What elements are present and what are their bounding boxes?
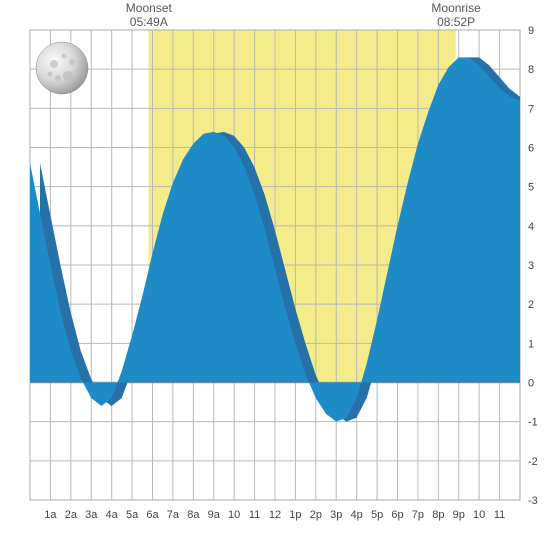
tide-chart: -3-2-101234567891a2a3a4a5a6a7a8a9a101112… xyxy=(0,0,550,550)
moon-crater xyxy=(50,60,58,68)
x-tick-label: 1p xyxy=(289,509,301,521)
x-tick-label: 8a xyxy=(187,509,200,521)
moon-crater xyxy=(69,59,75,65)
x-tick-label: 7a xyxy=(167,509,180,521)
y-tick-label: -2 xyxy=(528,456,538,468)
x-tick-label: 1a xyxy=(44,509,57,521)
x-tick-label: 9p xyxy=(453,509,465,521)
moonset-title: Moonset xyxy=(126,1,173,15)
x-tick-label: 3a xyxy=(85,509,98,521)
x-tick-label: 2p xyxy=(310,509,322,521)
x-tick-label: 8p xyxy=(432,509,444,521)
moon-crater xyxy=(55,75,61,81)
moonrise-title: Moonrise xyxy=(431,1,481,15)
y-tick-label: 8 xyxy=(528,64,534,76)
x-tick-label: 10 xyxy=(473,509,485,521)
y-tick-label: 7 xyxy=(528,103,534,115)
x-tick-label: 6p xyxy=(391,509,403,521)
x-tick-label: 4p xyxy=(351,509,363,521)
x-tick-label: 2a xyxy=(65,509,78,521)
y-tick-label: 6 xyxy=(528,143,534,155)
x-tick-label: 12 xyxy=(269,509,281,521)
x-tick-label: 3p xyxy=(330,509,342,521)
y-tick-label: -3 xyxy=(528,495,538,507)
moonrise-time: 08:52P xyxy=(437,15,475,29)
moonset-time: 05:49A xyxy=(130,15,168,29)
y-tick-label: 1 xyxy=(528,338,534,350)
x-tick-label: 5a xyxy=(126,509,139,521)
chart-svg: -3-2-101234567891a2a3a4a5a6a7a8a9a101112… xyxy=(0,0,550,550)
y-tick-label: 5 xyxy=(528,182,534,194)
x-tick-label: 4a xyxy=(106,509,119,521)
x-tick-label: 9a xyxy=(208,509,221,521)
x-tick-label: 11 xyxy=(494,509,505,521)
y-tick-label: -1 xyxy=(528,417,538,429)
y-tick-label: 2 xyxy=(528,299,534,311)
x-tick-label: 5p xyxy=(371,509,383,521)
y-tick-label: 4 xyxy=(528,221,534,233)
moon-crater xyxy=(63,71,73,81)
y-tick-label: 0 xyxy=(528,378,534,390)
moon-crater xyxy=(62,54,67,59)
x-tick-label: 7p xyxy=(412,509,424,521)
moon-crater xyxy=(48,72,53,77)
x-tick-label: 11 xyxy=(249,509,260,521)
moon-icon xyxy=(36,42,88,94)
x-tick-label: 6a xyxy=(146,509,159,521)
y-tick-label: 9 xyxy=(528,25,534,37)
x-tick-label: 10 xyxy=(228,509,240,521)
y-tick-label: 3 xyxy=(528,260,534,272)
